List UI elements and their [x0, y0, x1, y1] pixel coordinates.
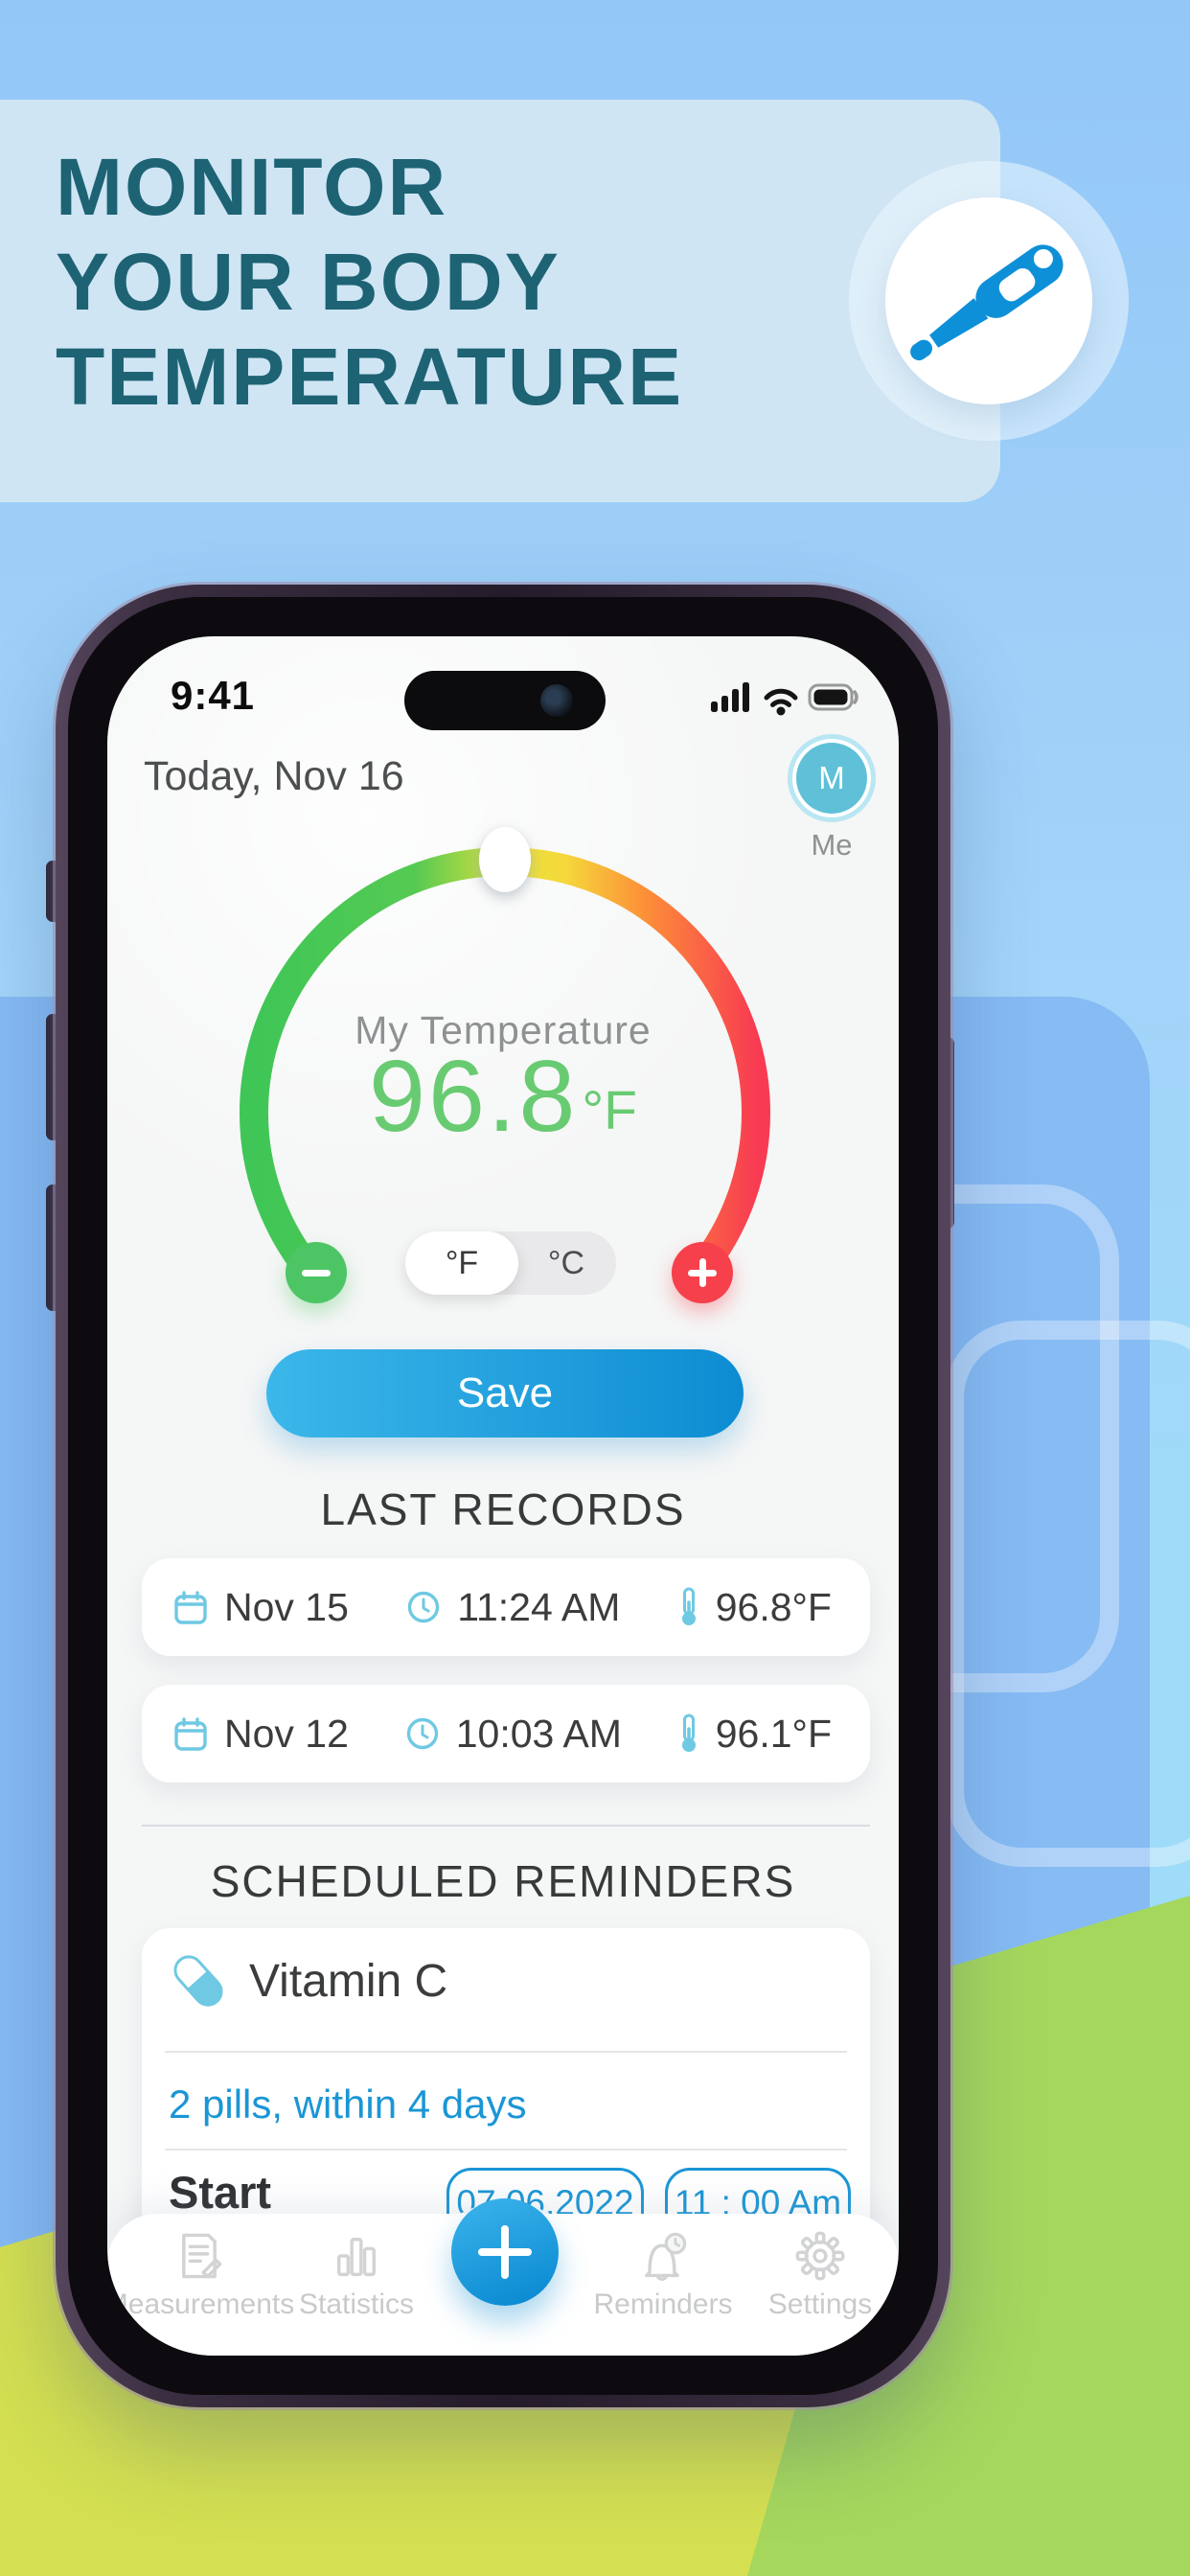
thermometer-badge — [885, 197, 1092, 404]
record-date-group: Nov 15 — [172, 1585, 349, 1630]
avatar-initial: M — [796, 743, 867, 814]
reminder-start-label: Start — [169, 2167, 272, 2218]
avatar-label: Me — [811, 828, 853, 862]
save-button[interactable]: Save — [266, 1349, 744, 1438]
digital-thermometer-icon — [910, 244, 1064, 361]
current-date: Today, Nov 16 — [144, 753, 404, 799]
wifi-icon — [764, 688, 798, 707]
plus-icon — [478, 2225, 532, 2279]
decorative-outline-shape — [945, 1321, 1190, 1867]
record-temp-group: 96.1°F — [677, 1712, 832, 1757]
calendar-icon — [174, 1717, 207, 1751]
battery-icon — [808, 683, 858, 711]
phone-mockup: 9:41 — [56, 585, 950, 2407]
record-date: Nov 12 — [224, 1711, 349, 1756]
calendar-icon — [174, 1591, 207, 1624]
thermometer-icon — [681, 1587, 696, 1625]
record-temp: 96.8°F — [715, 1584, 832, 1629]
card-divider — [165, 2149, 847, 2150]
pill-icon — [173, 1955, 223, 2007]
record-temp-group: 96.8°F — [677, 1585, 832, 1630]
tab-statistics[interactable]: Statistics — [275, 2229, 438, 2321]
wifi-dot — [776, 706, 786, 716]
statistics-icon — [336, 2238, 377, 2277]
record-date: Nov 15 — [224, 1584, 349, 1629]
front-camera — [540, 684, 573, 717]
signal-icon — [711, 682, 749, 712]
decrease-temperature-button[interactable] — [286, 1242, 347, 1303]
plus-icon — [688, 1258, 717, 1287]
tab-label: Reminders — [593, 2288, 733, 2320]
temperature-unit: °F — [582, 1080, 637, 1141]
gauge-label: My Temperature — [355, 1008, 652, 1052]
measurements-icon — [182, 2233, 222, 2279]
unit-toggle[interactable]: °F °C — [405, 1231, 616, 1295]
tab-label: Statistics — [298, 2288, 415, 2320]
tab-settings[interactable]: Settings — [739, 2229, 899, 2321]
last-records-heading: LAST RECORDS — [320, 1484, 686, 1534]
reminders-heading: SCHEDULED REMINDERS — [210, 1856, 796, 1906]
screen-background-glow — [107, 636, 797, 1288]
record-time-group: 10:03 AM — [404, 1712, 622, 1757]
record-time: 10:03 AM — [455, 1711, 622, 1756]
tab-measurements[interactable]: Measurements — [107, 2229, 294, 2321]
status-bar-icons — [711, 682, 858, 716]
hero-title-line: TEMPERATURE — [56, 332, 684, 423]
hero-panel — [0, 100, 1000, 502]
avatar[interactable]: M — [788, 734, 876, 822]
increase-temperature-button[interactable] — [672, 1242, 733, 1303]
section-divider — [142, 1825, 870, 1827]
thermometer-icon — [681, 1714, 696, 1752]
unit-toggle-fahrenheit[interactable]: °F — [405, 1231, 518, 1295]
card-divider — [165, 2051, 847, 2053]
gear-icon — [795, 2231, 845, 2281]
hero-title-line: YOUR BODY — [56, 237, 561, 328]
tab-label: Measurements — [107, 2288, 295, 2320]
tab-reminders[interactable]: Reminders — [582, 2229, 744, 2321]
add-measurement-button[interactable] — [451, 2198, 559, 2306]
phone-screen: 9:41 — [107, 636, 899, 2356]
record-time: 11:24 AM — [457, 1584, 621, 1629]
dynamic-island — [404, 671, 606, 730]
temperature-value: 96.8 — [369, 1040, 579, 1153]
temperature-reading: 96.8 °F — [107, 1039, 899, 1155]
record-row[interactable]: Nov 15 11:24 AM 96.8°F — [142, 1558, 870, 1656]
reminder-name: Vitamin C — [249, 1955, 448, 2007]
hero-title: MONITOR YOUR BODY TEMPERATURE — [56, 140, 841, 425]
unit-toggle-celsius[interactable]: °C — [547, 1244, 585, 1281]
hero-title-line: MONITOR — [56, 142, 448, 232]
status-bar-time: 9:41 — [170, 673, 256, 718]
minus-icon — [302, 1269, 331, 1276]
clock-icon — [406, 1717, 438, 1750]
tab-label: Settings — [767, 2288, 873, 2320]
record-temp: 96.1°F — [715, 1711, 832, 1756]
bell-clock-icon — [645, 2232, 687, 2281]
reminder-title-row: Vitamin C — [169, 1951, 447, 2011]
clock-icon — [408, 1591, 440, 1623]
record-row[interactable]: Nov 12 10:03 AM 96.1°F — [142, 1685, 870, 1782]
record-time-group: 11:24 AM — [405, 1585, 620, 1630]
record-date-group: Nov 12 — [172, 1712, 349, 1757]
reminder-dosage: 2 pills, within 4 days — [169, 2082, 527, 2127]
